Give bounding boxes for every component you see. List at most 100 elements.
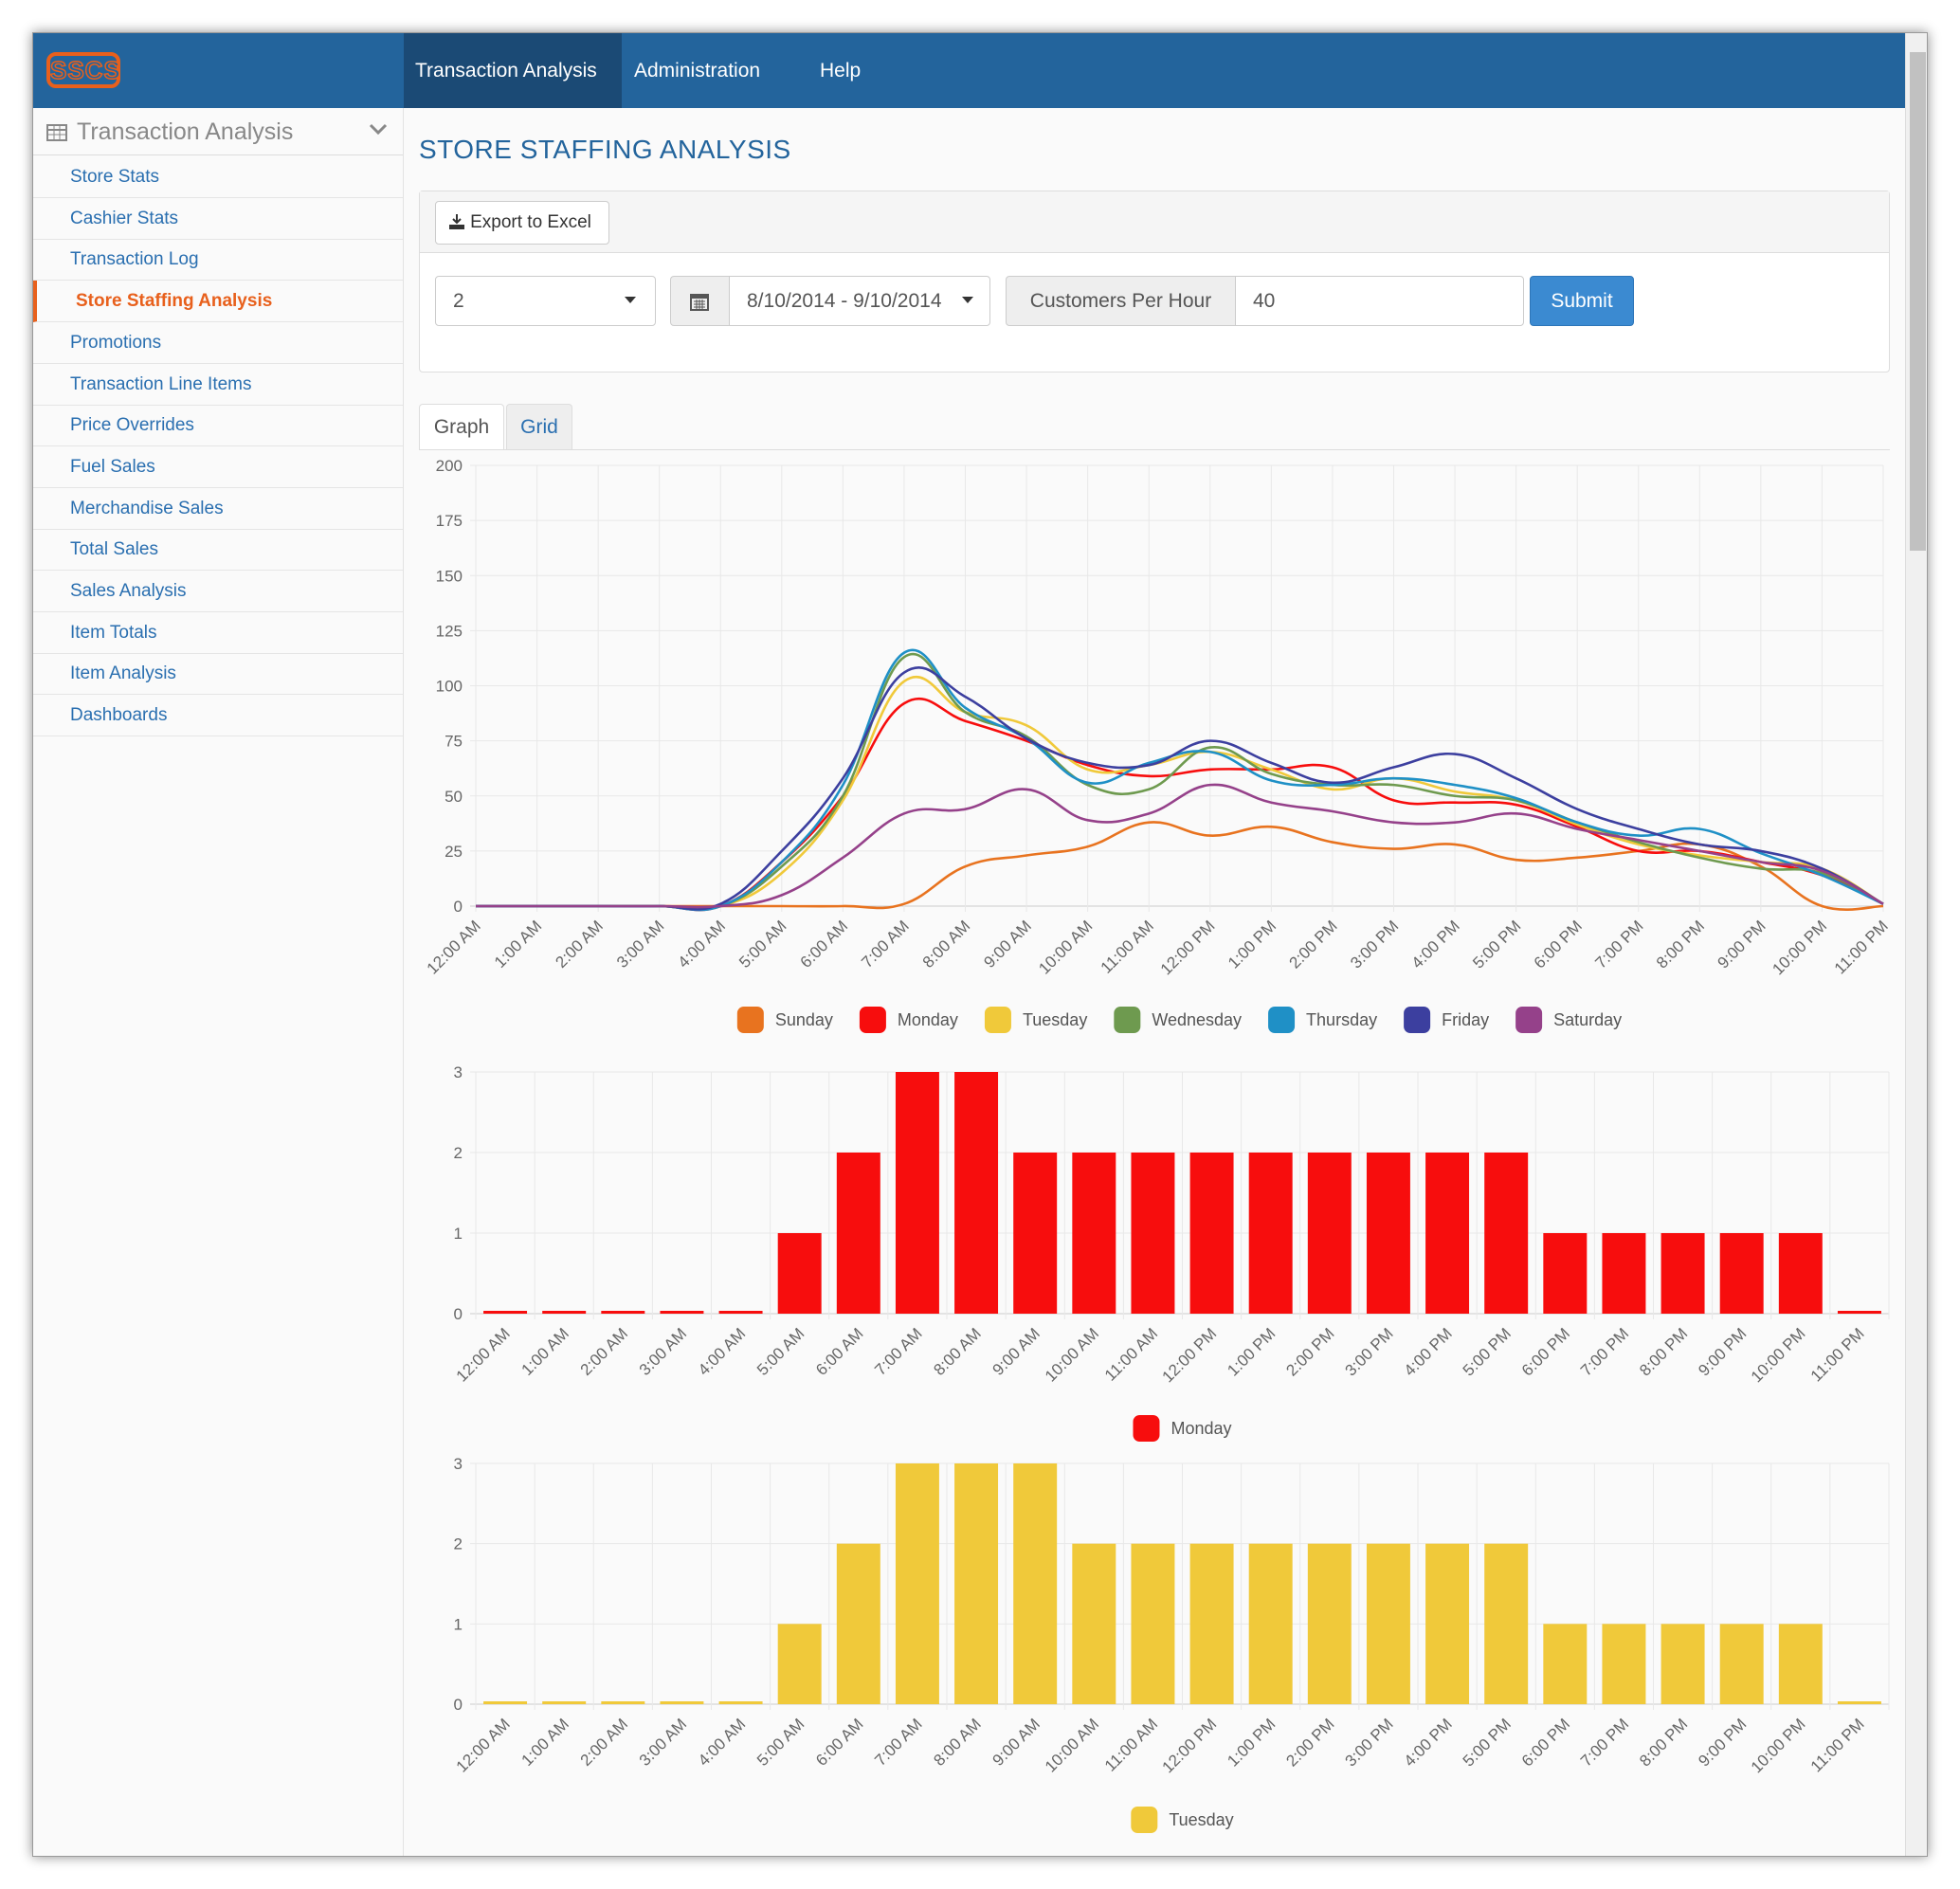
legend: Sunday Monday Tuesday Wednesday Thursday Frid… <box>736 1007 1622 1033</box>
legend-swatch <box>859 1007 886 1033</box>
bar <box>1189 1153 1234 1314</box>
x-tick-label: 7:00 PM <box>1591 917 1646 972</box>
x-tick-label: 2:00 PM <box>1282 1715 1337 1770</box>
sidebar-item[interactable]: Dashboards <box>33 695 403 737</box>
top-navbar: SSCS Transaction Analysis Administration… <box>33 33 1905 108</box>
x-tick-label: 4:00 PM <box>1401 1715 1456 1770</box>
submit-button[interactable]: Submit <box>1530 276 1634 326</box>
tab[interactable]: Grid <box>506 404 572 449</box>
sidebar-item[interactable]: Fuel Sales <box>33 446 403 488</box>
legend-swatch <box>984 1007 1011 1033</box>
x-tick-label: 3:00 AM <box>636 1324 691 1379</box>
legend-swatch <box>736 1007 764 1033</box>
nav-item[interactable]: Help <box>820 60 862 82</box>
line-series <box>476 697 1884 912</box>
x-tick-label: 4:00 PM <box>1401 1324 1456 1379</box>
y-tick-label: 2 <box>454 1535 463 1553</box>
line-series <box>476 648 1884 912</box>
x-tick-label: 10:00 PM <box>1748 1324 1809 1386</box>
input-label: Customers Per Hour <box>1006 276 1236 326</box>
x-tick-label: 9:00 PM <box>1695 1324 1750 1379</box>
bar <box>660 1311 704 1314</box>
sidebar-item[interactable]: Price Overrides <box>33 405 403 447</box>
x-tick-label: 8:00 AM <box>930 1324 985 1379</box>
x-tick-label: 9:00 AM <box>989 1324 1044 1379</box>
bar <box>660 1701 704 1704</box>
table-icon <box>46 124 67 141</box>
x-tick-label: 7:00 PM <box>1577 1715 1632 1770</box>
x-tick-label: 5:00 AM <box>753 1715 808 1770</box>
bar <box>1484 1543 1529 1704</box>
x-tick-label: 1:00 PM <box>1224 1715 1279 1770</box>
scrollbar[interactable] <box>1905 33 1927 1856</box>
export-button[interactable]: Export to Excel <box>435 201 609 245</box>
sidebar: Transaction Analysis Store Stats Cashier … <box>33 108 404 1856</box>
customers-input[interactable]: 40 <box>1235 276 1524 326</box>
sidebar-item[interactable]: Store Stats <box>33 156 403 198</box>
x-tick-label: 2:00 PM <box>1286 917 1341 972</box>
x-tick-label: 8:00 PM <box>1653 917 1708 972</box>
x-tick-label: 9:00 AM <box>989 1715 1044 1770</box>
bar <box>483 1701 528 1704</box>
y-tick-label: 200 <box>436 457 463 475</box>
bar <box>1425 1153 1470 1314</box>
sidebar-item[interactable]: Store Staffing Analysis <box>33 281 403 323</box>
y-tick-label: 2 <box>454 1144 463 1162</box>
logo[interactable]: SSCS <box>46 52 121 88</box>
x-tick-label: 4:00 AM <box>695 1715 750 1770</box>
sidebar-item[interactable]: Cashier Stats <box>33 198 403 240</box>
bar <box>1366 1153 1410 1314</box>
sidebar-item[interactable]: Merchandise Sales <box>33 488 403 530</box>
bar <box>1072 1543 1116 1704</box>
legend-swatch <box>1404 1007 1431 1033</box>
sidebar-header[interactable]: Transaction Analysis <box>33 108 403 155</box>
x-tick-label: 10:00 AM <box>1035 917 1096 977</box>
bar <box>895 1072 939 1314</box>
line-series <box>476 675 1884 911</box>
sidebar-item[interactable]: Total Sales <box>33 529 403 572</box>
scroll-thumb[interactable] <box>1910 52 1926 551</box>
x-tick-label: 10:00 AM <box>1042 1715 1102 1775</box>
chevron-icon[interactable] <box>369 123 388 136</box>
sidebar-item[interactable]: Transaction Log <box>33 239 403 282</box>
nav-item[interactable]: Transaction Analysis <box>404 33 622 108</box>
x-tick-label: 7:00 PM <box>1577 1324 1632 1379</box>
x-tick-label: 2:00 AM <box>552 917 607 972</box>
date-range-input[interactable]: 8/10/2014 - 9/10/2014 <box>729 276 990 326</box>
legend-swatch <box>1133 1415 1160 1442</box>
store-select[interactable]: 2 <box>435 276 656 326</box>
sidebar-item[interactable]: Promotions <box>33 322 403 364</box>
y-tick-label: 150 <box>436 567 463 585</box>
bar <box>718 1701 763 1704</box>
caret <box>625 297 636 303</box>
x-tick-label: 6:00 PM <box>1518 1324 1573 1379</box>
x-tick-label: 1:00 AM <box>491 917 546 972</box>
x-tick-label: 3:00 PM <box>1342 1715 1397 1770</box>
nav-item[interactable]: Administration <box>634 60 761 82</box>
x-tick-label: 6:00 AM <box>812 1324 867 1379</box>
x-tick-label: 12:00 PM <box>1157 917 1219 978</box>
line-series <box>476 652 1884 912</box>
tab-active[interactable]: Graph <box>419 404 504 449</box>
bar <box>601 1311 645 1314</box>
sidebar-item[interactable]: Item Totals <box>33 612 403 654</box>
sidebar-item[interactable]: Sales Analysis <box>33 571 403 612</box>
sidebar-item[interactable]: Item Analysis <box>33 653 403 696</box>
legend-label: Tuesday <box>1169 1810 1233 1829</box>
calendar-icon <box>690 294 709 311</box>
sidebar-item[interactable]: Transaction Line Items <box>33 364 403 406</box>
bar <box>1425 1543 1470 1704</box>
bar <box>777 1233 822 1314</box>
legend-label: Saturday <box>1553 1010 1622 1029</box>
bar <box>1837 1311 1881 1314</box>
bar <box>895 1463 939 1704</box>
x-tick-label: 4:00 PM <box>1408 917 1463 972</box>
bar <box>1719 1624 1764 1704</box>
y-tick-label: 125 <box>436 622 463 640</box>
bar <box>954 1072 999 1314</box>
bar <box>1189 1543 1234 1704</box>
line-series <box>476 783 1884 909</box>
bar <box>1248 1153 1293 1314</box>
legend-swatch <box>1114 1007 1141 1033</box>
